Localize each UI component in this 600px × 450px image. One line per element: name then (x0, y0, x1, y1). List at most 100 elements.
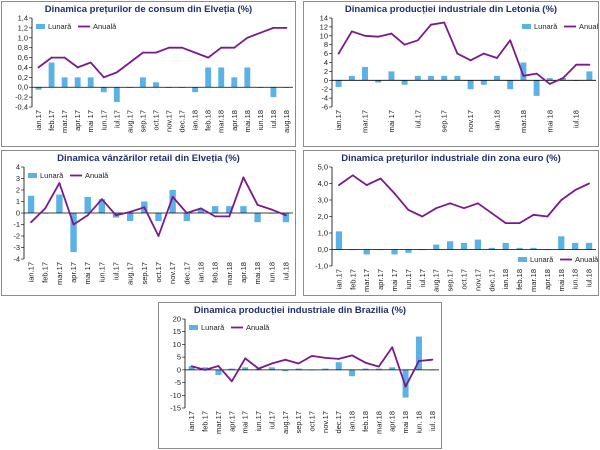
line-point-anuala (284, 359, 286, 361)
x-tick-label: iun.17 (254, 411, 263, 431)
y-tick-label: 15 (173, 327, 181, 336)
y-tick-label: 10 (320, 31, 328, 40)
line-point-anuala (172, 196, 174, 198)
line-point-anuala (77, 67, 79, 69)
x-tick-label: oct.17 (460, 269, 469, 289)
y-tick-label: -10 (170, 391, 181, 400)
bar-lunara (140, 77, 146, 87)
bar-lunara (336, 80, 342, 87)
x-tick-label: iul. 18 (428, 411, 437, 431)
bar-lunara (240, 206, 246, 213)
line-point-anuala (38, 67, 40, 69)
y-tick-label: 2 (16, 186, 20, 195)
x-tick-label: iun.18 (256, 110, 265, 130)
bar-lunara (586, 71, 592, 80)
y-tick-label: 0,6 (18, 53, 28, 62)
line-point-anuala (191, 365, 193, 367)
line-point-anuala (588, 183, 590, 185)
line-point-anuala (58, 182, 60, 184)
legend-label-lunara: Lunară (48, 22, 72, 31)
y-tick-label: 0,8 (18, 43, 28, 52)
line-point-anuala (443, 22, 445, 24)
line-anuala (339, 175, 589, 223)
line-point-anuala (44, 208, 46, 210)
bar-lunara (415, 76, 421, 80)
line-point-anuala (101, 198, 103, 200)
legend-label-lunara: Lunară (530, 255, 554, 264)
y-tick-label: 1,2 (18, 23, 28, 32)
bar-lunara (215, 370, 221, 375)
line-point-anuala (394, 193, 396, 195)
line-point-anuala (421, 216, 423, 218)
bar-lunara (405, 250, 411, 253)
y-tick-label: 1,0 (318, 229, 328, 238)
y-tick-label: 14 (320, 14, 328, 23)
line-point-anuala (194, 52, 196, 54)
bar-lunara (155, 213, 161, 221)
x-tick-label: aug.17 (281, 411, 290, 434)
line-point-anuala (51, 57, 53, 59)
x-tick-label: apr.17 (227, 411, 236, 432)
y-tick-label: 0,0 (18, 83, 28, 92)
line-point-anuala (129, 62, 131, 64)
x-tick-label: apr.18 (388, 411, 397, 432)
bar-lunara (336, 362, 342, 370)
bar-lunara (433, 245, 439, 250)
x-tick-label: nov.17 (165, 110, 174, 132)
x-tick-label: oct.17 (151, 110, 160, 130)
x-tick-label: mar.17 (361, 110, 370, 133)
bar-lunara (454, 76, 460, 80)
x-tick-label: feb.17 (201, 411, 210, 432)
line-point-anuala (204, 369, 206, 371)
x-tick-label: mai.18 (243, 110, 252, 133)
line-point-anuala (435, 207, 437, 209)
legend-swatch-lunara (522, 24, 531, 29)
line-point-anuala (181, 47, 183, 49)
line-point-anuala (546, 216, 548, 218)
x-tick-label: mai 17 (83, 262, 92, 285)
legend-swatch-lunara (518, 257, 527, 262)
line-point-anuala (30, 221, 32, 223)
line-point-anuala (505, 222, 507, 224)
line-point-anuala (286, 27, 288, 29)
y-tick-label: 4 (324, 58, 328, 67)
bar-lunara (184, 213, 190, 221)
line-point-anuala (589, 64, 591, 66)
x-tick-label: feb.18 (361, 411, 370, 432)
line-point-anuala (115, 214, 117, 216)
y-tick-label: 0,4 (18, 63, 28, 72)
y-tick-label: -5 (174, 378, 181, 387)
x-tick-label: apr.18 (543, 269, 552, 290)
line-point-anuala (214, 216, 216, 218)
x-tick-label: iul.18 (269, 110, 278, 128)
x-tick-label: oct.17 (154, 262, 163, 282)
x-tick-label: mar.17 (60, 110, 69, 133)
x-tick-label: mai 17 (390, 269, 399, 292)
x-tick-label: apr.17 (69, 262, 78, 283)
line-point-anuala (155, 52, 157, 54)
line-point-anuala (298, 363, 300, 365)
line-point-anuala (258, 368, 260, 370)
line-point-anuala (218, 365, 220, 367)
x-tick-label: dec.17 (334, 411, 343, 434)
legend-label-anuala: Anuală (575, 255, 599, 264)
x-tick-label: iul.17 (418, 269, 427, 287)
y-tick-label: 3,0 (318, 196, 328, 205)
x-tick-label: iun. 18 (414, 411, 423, 434)
bar-lunara (461, 243, 467, 250)
legend-label-lunara: Lunară (40, 171, 64, 180)
bar-lunara (481, 80, 487, 84)
line-point-anuala (273, 27, 275, 29)
y-tick-label: 12 (320, 22, 328, 31)
line-point-anuala (496, 57, 498, 59)
x-tick-label: iun.17 (97, 262, 106, 282)
line-point-anuala (533, 214, 535, 216)
x-tick-label: sep.17 (140, 262, 149, 285)
bar-lunara (75, 77, 81, 87)
bar-lunara (572, 243, 578, 250)
bar-lunara (468, 80, 474, 89)
x-tick-label: sep.17 (440, 110, 449, 133)
x-tick-label: iul.18 (585, 269, 594, 287)
x-tick-label: ian.18 (348, 411, 357, 431)
bar-lunara (62, 77, 68, 87)
